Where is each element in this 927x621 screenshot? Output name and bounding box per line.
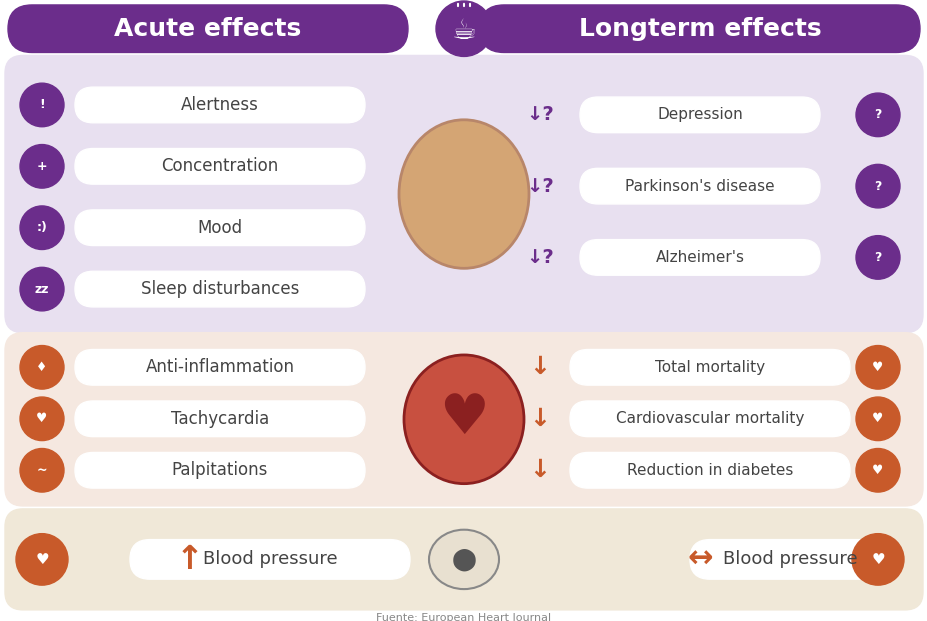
FancyBboxPatch shape — [569, 453, 849, 488]
FancyBboxPatch shape — [75, 350, 364, 385]
Text: Blood pressure: Blood pressure — [202, 550, 337, 568]
Text: ?: ? — [873, 108, 881, 121]
Text: ↓: ↓ — [529, 355, 550, 379]
FancyBboxPatch shape — [690, 540, 889, 579]
Ellipse shape — [428, 530, 499, 589]
Text: ♦: ♦ — [36, 361, 47, 374]
FancyBboxPatch shape — [479, 5, 919, 52]
FancyBboxPatch shape — [130, 540, 410, 579]
FancyBboxPatch shape — [75, 453, 364, 488]
Text: ↔: ↔ — [687, 545, 712, 574]
Text: :): :) — [36, 221, 47, 234]
Text: Cardiovascular mortality: Cardiovascular mortality — [616, 411, 804, 426]
Text: ♥: ♥ — [870, 552, 883, 567]
Circle shape — [20, 267, 64, 311]
Text: Tachycardia: Tachycardia — [171, 410, 269, 428]
Text: ♥: ♥ — [438, 392, 489, 446]
FancyBboxPatch shape — [75, 148, 364, 184]
Text: ☕: ☕ — [451, 17, 476, 45]
Text: ♥: ♥ — [36, 412, 47, 425]
FancyBboxPatch shape — [569, 350, 849, 385]
Text: ?: ? — [873, 179, 881, 193]
Text: Anti-inflammation: Anti-inflammation — [146, 358, 294, 376]
Text: Reduction in diabetes: Reduction in diabetes — [626, 463, 793, 478]
Text: ↓?: ↓? — [526, 248, 553, 267]
Text: Alertness: Alertness — [181, 96, 259, 114]
Text: Palpitations: Palpitations — [171, 461, 268, 479]
Text: Longterm effects: Longterm effects — [578, 17, 820, 41]
Text: Parkinson's disease: Parkinson's disease — [625, 179, 774, 194]
Circle shape — [855, 165, 899, 208]
Text: Blood pressure: Blood pressure — [722, 550, 857, 568]
FancyBboxPatch shape — [569, 401, 849, 437]
Circle shape — [20, 345, 64, 389]
Text: ↓?: ↓? — [526, 176, 553, 196]
Text: Acute effects: Acute effects — [114, 17, 301, 41]
Text: ⬤: ⬤ — [451, 548, 476, 571]
Circle shape — [20, 145, 64, 188]
Text: ♥: ♥ — [871, 464, 883, 477]
Text: ?: ? — [873, 251, 881, 264]
FancyBboxPatch shape — [579, 168, 819, 204]
Circle shape — [20, 397, 64, 440]
Circle shape — [851, 533, 903, 585]
FancyBboxPatch shape — [8, 5, 408, 52]
Circle shape — [20, 448, 64, 492]
Text: ~: ~ — [37, 464, 47, 477]
Circle shape — [855, 93, 899, 137]
Text: ↓?: ↓? — [526, 106, 553, 124]
Text: ♥: ♥ — [871, 412, 883, 425]
Text: Alzheimer's: Alzheimer's — [654, 250, 743, 265]
Text: ♥: ♥ — [871, 361, 883, 374]
Circle shape — [20, 83, 64, 127]
FancyBboxPatch shape — [75, 401, 364, 437]
Text: +: + — [37, 160, 47, 173]
FancyBboxPatch shape — [75, 210, 364, 245]
Text: Concentration: Concentration — [161, 157, 278, 175]
Text: Mood: Mood — [197, 219, 242, 237]
Text: Depression: Depression — [656, 107, 743, 122]
Text: Sleep disturbances: Sleep disturbances — [141, 280, 298, 298]
Ellipse shape — [403, 355, 524, 484]
Circle shape — [20, 206, 64, 250]
FancyBboxPatch shape — [5, 509, 922, 610]
FancyBboxPatch shape — [5, 333, 922, 506]
Text: Total mortality: Total mortality — [654, 360, 764, 375]
Text: Fuente: European Heart Journal: Fuente: European Heart Journal — [376, 613, 551, 621]
FancyBboxPatch shape — [75, 87, 364, 123]
Circle shape — [855, 345, 899, 389]
Text: zz: zz — [34, 283, 49, 296]
Text: ↓: ↓ — [529, 458, 550, 483]
Text: !: ! — [39, 99, 44, 111]
FancyBboxPatch shape — [5, 55, 922, 333]
FancyBboxPatch shape — [579, 240, 819, 275]
Circle shape — [855, 397, 899, 440]
Circle shape — [855, 448, 899, 492]
Circle shape — [436, 1, 491, 57]
FancyBboxPatch shape — [75, 271, 364, 307]
Text: ↑: ↑ — [176, 543, 204, 576]
Text: ♥: ♥ — [35, 552, 49, 567]
Circle shape — [855, 235, 899, 279]
FancyBboxPatch shape — [579, 97, 819, 133]
Circle shape — [16, 533, 68, 585]
Text: ↓: ↓ — [529, 407, 550, 431]
Ellipse shape — [399, 120, 528, 268]
